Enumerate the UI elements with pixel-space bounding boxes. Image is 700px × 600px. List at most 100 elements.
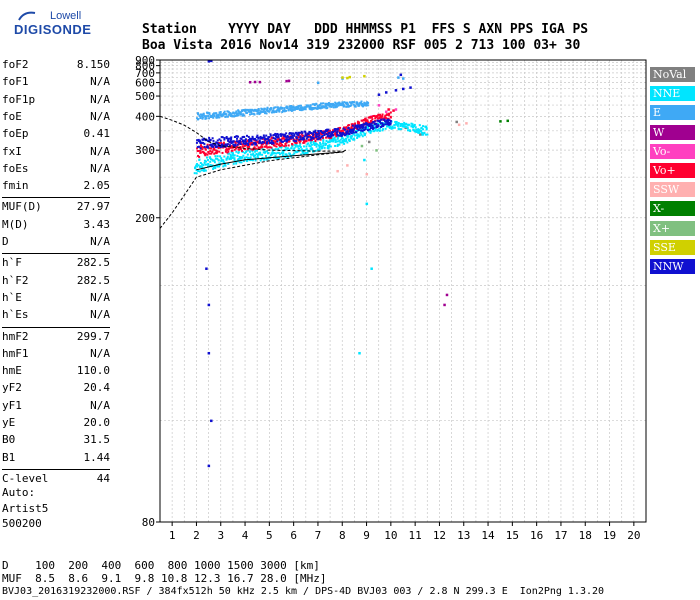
data-point xyxy=(201,113,204,116)
data-point xyxy=(195,141,198,144)
param-name: yF2 xyxy=(2,381,22,395)
data-point xyxy=(276,108,279,111)
data-point xyxy=(269,146,272,149)
data-point xyxy=(231,145,234,148)
data-point xyxy=(370,115,373,118)
x-tick-label: 18 xyxy=(579,529,592,542)
data-point xyxy=(265,150,268,153)
data-point xyxy=(294,145,297,148)
data-point xyxy=(275,139,278,142)
series-nnw xyxy=(195,59,412,468)
data-point xyxy=(250,143,253,146)
data-point xyxy=(215,149,218,152)
data-point xyxy=(272,139,275,142)
data-point xyxy=(255,144,258,147)
data-point xyxy=(239,140,242,143)
data-point xyxy=(361,129,364,132)
data-point xyxy=(297,150,300,153)
auto-program: Artist5 xyxy=(2,502,49,515)
data-point xyxy=(286,155,289,158)
data-point xyxy=(309,148,312,151)
data-point xyxy=(376,114,379,117)
legend-item-e: E xyxy=(650,105,695,121)
data-point xyxy=(443,303,446,307)
data-point xyxy=(260,143,263,146)
data-point xyxy=(208,136,211,139)
data-point xyxy=(283,134,286,137)
data-point xyxy=(284,156,287,159)
param-separator xyxy=(2,253,110,255)
data-point xyxy=(236,135,239,138)
data-point xyxy=(346,130,349,133)
trace-trace-low xyxy=(196,149,347,171)
data-point xyxy=(413,125,416,128)
data-point xyxy=(291,145,294,148)
data-point xyxy=(374,117,377,120)
header-labels: Station YYYY DAY DDD HHMMSS P1 FFS S AXN… xyxy=(142,22,589,37)
param-row: M(D) 3.43 xyxy=(2,218,110,234)
data-point xyxy=(269,133,272,136)
data-point xyxy=(237,157,240,160)
data-point xyxy=(367,123,370,126)
data-point xyxy=(263,136,266,139)
data-point xyxy=(340,132,343,135)
data-point xyxy=(258,146,261,149)
data-point xyxy=(196,139,199,142)
data-point xyxy=(380,118,383,121)
data-point xyxy=(348,133,351,136)
data-point xyxy=(457,123,461,127)
data-point xyxy=(288,148,291,151)
data-point xyxy=(386,118,389,121)
data-point xyxy=(356,126,359,129)
data-point xyxy=(269,138,272,141)
data-point xyxy=(365,102,368,105)
data-point xyxy=(255,153,258,156)
data-point xyxy=(261,146,264,149)
data-point xyxy=(245,144,248,147)
data-point xyxy=(240,156,243,159)
data-point xyxy=(197,112,200,115)
data-point xyxy=(201,163,204,166)
logo-swoosh-icon xyxy=(18,11,36,21)
data-point xyxy=(291,108,294,111)
data-point xyxy=(238,112,241,115)
data-point xyxy=(214,112,217,115)
data-point xyxy=(405,126,408,129)
x-tick-label: 2 xyxy=(193,529,200,542)
data-point xyxy=(291,134,294,137)
data-point xyxy=(260,107,263,110)
data-point xyxy=(393,124,396,127)
data-point xyxy=(288,132,291,135)
data-point xyxy=(331,132,334,135)
data-point xyxy=(394,120,397,123)
data-point xyxy=(238,155,241,158)
data-point xyxy=(328,131,331,134)
data-point xyxy=(261,143,264,146)
data-point xyxy=(341,133,344,136)
data-point xyxy=(346,141,349,144)
data-point xyxy=(355,131,358,134)
data-point xyxy=(361,102,364,105)
data-point xyxy=(202,113,205,116)
data-point xyxy=(418,124,421,127)
data-point xyxy=(318,145,321,148)
param-row: foF1 N/A xyxy=(2,75,110,91)
data-point xyxy=(279,144,282,147)
data-point xyxy=(240,143,243,146)
y-tick-label: 80 xyxy=(142,516,155,529)
data-point xyxy=(314,132,317,135)
data-point xyxy=(381,129,384,132)
data-point xyxy=(243,144,246,147)
data-point xyxy=(216,155,219,158)
data-point xyxy=(243,152,246,155)
data-point xyxy=(261,140,264,143)
data-point xyxy=(258,139,261,142)
param-value: 8.150 xyxy=(76,58,110,71)
data-point xyxy=(322,144,325,147)
data-point xyxy=(351,123,354,126)
data-point xyxy=(389,115,392,118)
data-point xyxy=(206,111,209,114)
data-point xyxy=(197,170,200,173)
data-point xyxy=(379,122,382,125)
